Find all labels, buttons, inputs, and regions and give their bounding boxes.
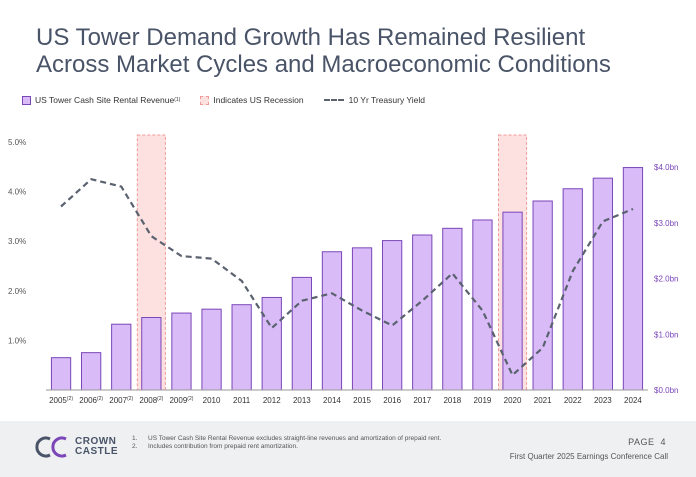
title-line-2: Across Market Cycles and Macroeconomic C… [36,51,611,78]
bar [261,296,282,391]
x-axis-tick-sup: (2) [157,396,163,402]
chart-legend: US Tower Cash Site Rental Revenue (1) Ind… [22,93,445,107]
footnote-number: 2. [132,443,138,450]
crown-castle-logo-mark-icon [35,436,67,458]
bar [502,211,523,391]
legend-recession: Indicates US Recession [200,95,304,105]
left-axis-tick-label: 4.0% [8,188,26,197]
bar [201,308,222,391]
x-axis-tick-label: 2010 [203,396,221,405]
page-title: US Tower Demand Growth Has Remained Resi… [36,24,676,78]
legend-revenue-swatch [22,95,31,105]
bar [592,177,613,391]
combo-chart: 1.0% 2.0% 3.0% 4.0% 5.0% $0.0bn $1.0bn $2.0bn $3… [8,134,678,405]
logo-line-2: CASTLE [75,446,118,457]
x-axis-tick-sup: (2) [67,396,73,402]
page-number: 4 [660,437,666,447]
x-axis-tick-label: 2017 [413,396,431,405]
right-axis-tick-label: $2.0bn [654,275,678,284]
bar [171,312,192,391]
conference-label: First Quarter 2025 Earnings Conference C… [509,452,668,461]
bar [111,323,132,391]
x-axis-tick-label: 2020 [504,396,522,405]
bar [412,234,433,391]
bar [351,247,373,391]
x-axis-tick-label: 2024 [624,396,642,405]
legend-recession-label: Indicates US Recession [213,95,304,105]
bar [442,227,463,391]
x-axis-tick-label: 2018 [443,396,461,405]
bar [231,304,252,391]
right-axis-tick-label: $1.0bn [654,330,678,339]
footnote: 1. US Tower Cash Site Rental Revenue exc… [132,435,462,443]
legend-revenue-sup: (1) [174,97,181,103]
legend-treasury-label: 10 Yr Treasury Yield [348,95,425,105]
crown-castle-logo: CROWN CASTLE [34,435,118,459]
legend-revenue-label: US Tower Cash Site Rental Revenue [35,95,175,105]
bar [472,219,493,391]
x-axis-tick-label: 2008(2) [139,396,163,405]
x-axis-tick-label: 2013 [293,396,311,405]
footnote-text: Includes contribution from prepaid rent … [148,443,298,450]
x-axis-tick-label: 2005(2) [49,396,73,405]
bar [141,317,162,391]
footnote-text: US Tower Cash Site Rental Revenue exclud… [148,435,442,442]
x-axis-tick-label: 2022 [564,396,582,405]
left-axis-tick-label: 1.0% [8,336,26,345]
x-axis-tick-label: 2023 [594,396,612,405]
x-axis-tick-sup: (2) [187,396,193,402]
bar [622,167,644,391]
x-axis-tick-label: 2016 [383,396,401,405]
x-axis-tick-label: 2007(2) [109,396,133,405]
legend-revenue: US Tower Cash Site Rental Revenue (1) [22,95,180,105]
x-axis-tick-label: 2006(2) [79,396,103,405]
left-axis-tick-label: 3.0% [8,237,26,246]
treasury-yield-line [60,178,634,377]
page-indicator: PAGE 4 [628,437,666,447]
legend-recession-swatch [200,95,210,105]
x-axis-tick-sup: (2) [127,396,133,402]
logo-line-1: CROWN [75,436,117,447]
bar [50,357,72,391]
page-label: PAGE [628,437,655,447]
right-axis-tick-label: $4.0bn [654,163,678,172]
bar [291,276,312,391]
bar [382,240,403,391]
x-axis-tick-label: 2019 [474,396,492,405]
left-axis-tick-label: 2.0% [8,287,26,296]
x-axis-tick-label: 2012 [263,396,281,405]
footnote-number: 1. [132,435,138,442]
right-axis-tick-label: $3.0bn [654,219,678,228]
footer: CROWN CASTLE 1. US Tower Cash Site Renta… [0,421,696,477]
footnotes: 1. US Tower Cash Site Rental Revenue exc… [132,435,462,451]
right-axis-tick-label: $0.0bn [654,386,678,395]
x-axis-tick-sup: (2) [97,396,103,402]
bar [321,251,343,391]
x-axis-tick-label: 2014 [323,396,341,405]
x-axis-tick-label: 2015 [353,396,371,405]
title-line-1: US Tower Demand Growth Has Remained Resi… [36,24,586,51]
legend-treasury-swatch [323,99,344,101]
legend-treasury: 10 Yr Treasury Yield [323,95,425,105]
bar [81,352,102,391]
x-axis-tick-label: 2009(2) [169,396,193,405]
x-axis-tick-label: 2021 [534,396,552,405]
left-axis-tick-label: 5.0% [8,138,26,147]
x-axis-tick-label: 2011 [233,396,251,405]
footnote: 2. Includes contribution from prepaid re… [132,443,462,451]
bar [532,200,553,391]
